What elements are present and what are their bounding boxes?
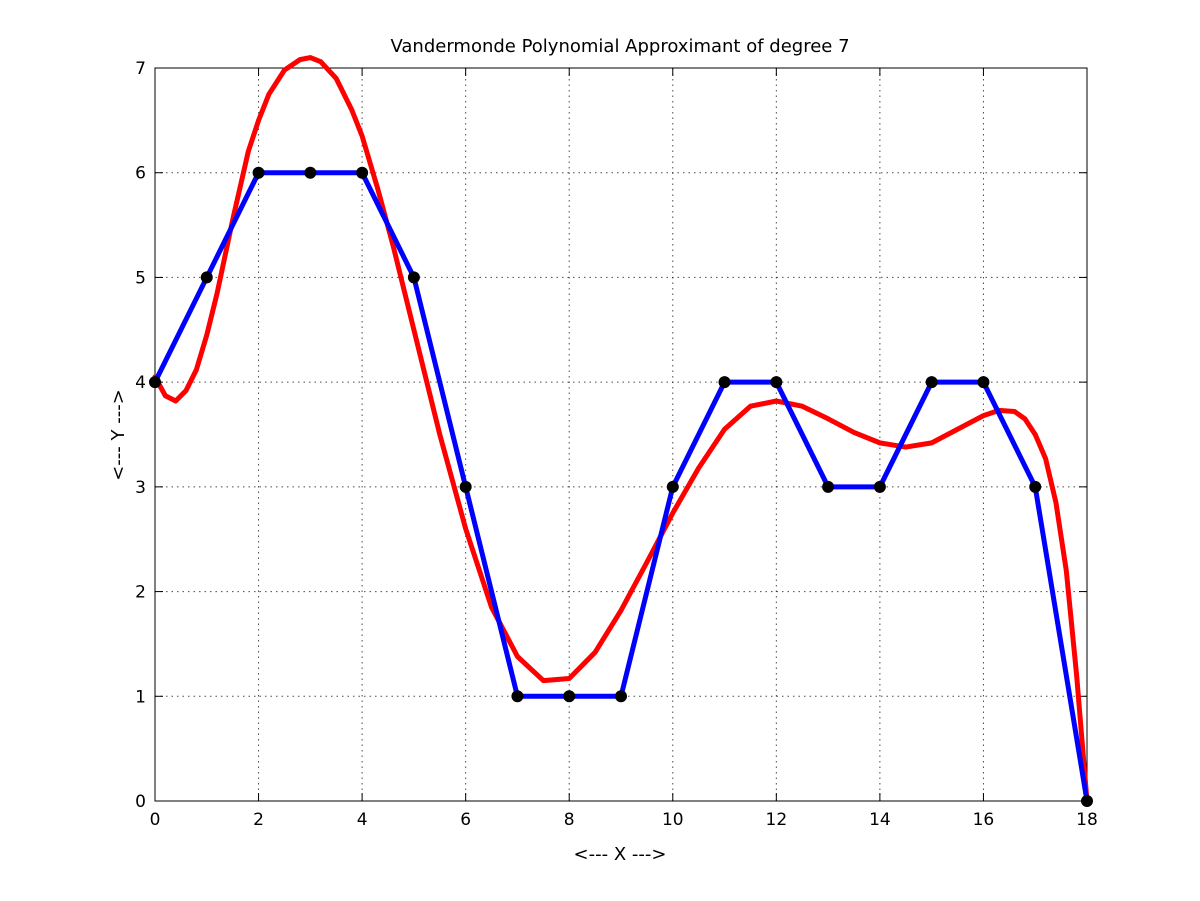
series-line-polynomial <box>152 55 1090 804</box>
data-point <box>563 690 576 703</box>
data-point <box>873 480 886 493</box>
y-tick-label: 5 <box>135 268 146 288</box>
data-point <box>1029 480 1042 493</box>
y-tick-label: 1 <box>135 687 146 707</box>
x-tick-label: 12 <box>766 810 788 830</box>
data-point <box>200 271 213 284</box>
data-point <box>1081 795 1093 807</box>
data-point <box>770 376 783 389</box>
data-point <box>356 166 369 179</box>
y-tick-label: 2 <box>135 583 146 603</box>
data-point <box>149 376 161 389</box>
x-tick-label: 2 <box>253 810 264 830</box>
x-tick-label: 10 <box>662 810 684 830</box>
y-tick-label: 3 <box>135 478 146 498</box>
data-point <box>718 376 731 389</box>
y-tick-label: 0 <box>135 792 146 812</box>
data-point <box>459 480 472 493</box>
x-tick-label: 6 <box>460 810 471 830</box>
plot-frame <box>154 67 1088 802</box>
data-point <box>822 480 835 493</box>
data-point <box>977 376 990 389</box>
x-tick-label: 14 <box>869 810 891 830</box>
y-tick-label: 4 <box>135 373 146 393</box>
data-point <box>615 690 627 703</box>
data-point <box>252 166 265 179</box>
x-tick-label: 8 <box>564 810 575 830</box>
x-axis-label: <--- X ---> <box>574 844 667 865</box>
y-axis-label: <--- Y ---> <box>108 389 129 481</box>
data-point <box>925 376 938 389</box>
chart-title: Vandermonde Polynomial Approximant of de… <box>390 36 849 57</box>
x-tick-label: 0 <box>150 810 161 830</box>
x-tick-label: 16 <box>973 810 995 830</box>
x-tick-label: 18 <box>1076 810 1098 830</box>
data-point <box>304 166 317 179</box>
data-point <box>511 690 524 703</box>
data-point <box>407 271 420 284</box>
y-tick-label: 6 <box>135 164 146 184</box>
x-tick-label: 4 <box>357 810 368 830</box>
y-tick-label: 7 <box>135 59 146 79</box>
series-layer <box>149 55 1093 807</box>
data-point <box>666 480 679 493</box>
